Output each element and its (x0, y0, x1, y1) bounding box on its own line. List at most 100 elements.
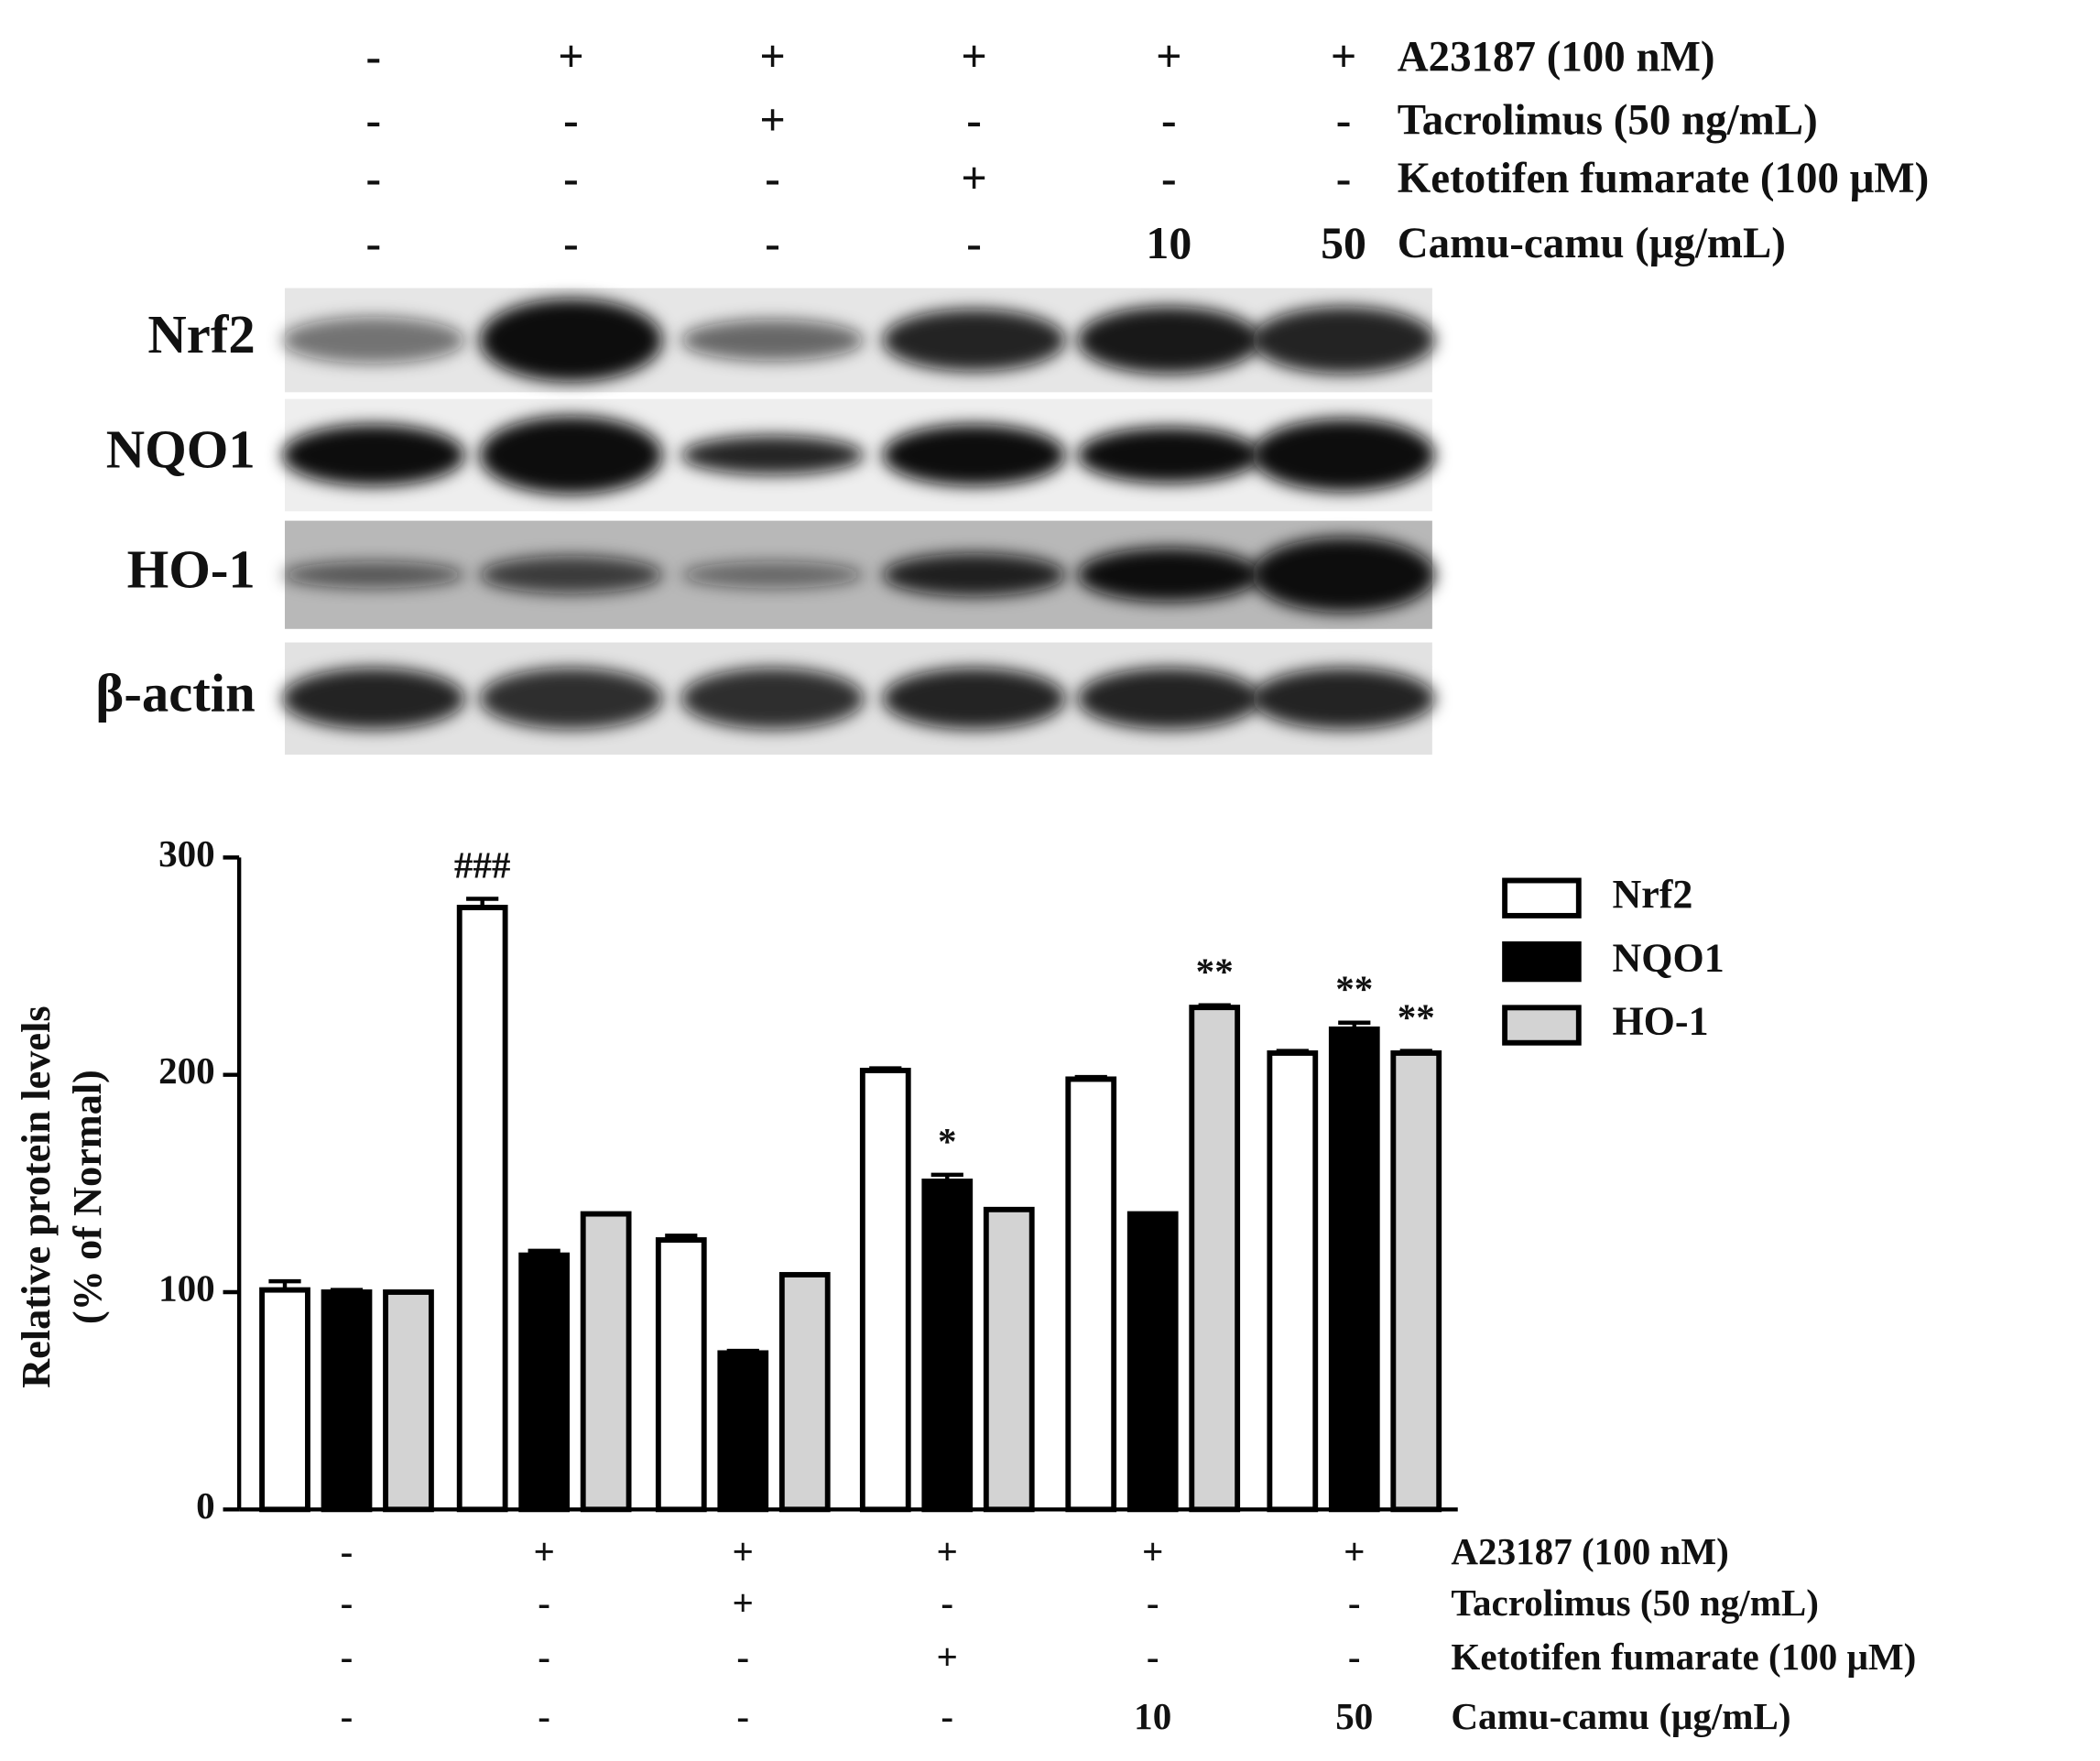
significance: ### (454, 843, 511, 886)
treatment-sign: - (366, 30, 382, 82)
treatment-sign: - (366, 93, 382, 145)
blot-band (1252, 306, 1435, 375)
bar (1189, 1005, 1241, 1513)
treatment-sign: - (1336, 152, 1352, 203)
treatment-label: Camu-camu (μg/mL) (1451, 1695, 1790, 1738)
legend-swatch (1502, 940, 1582, 983)
legend-label: HO-1 (1612, 999, 1708, 1044)
treatment-label: A23187 (100 nM) (1398, 33, 1715, 81)
bar (983, 1206, 1035, 1513)
treatment-sign: + (533, 1530, 554, 1572)
blot-band (680, 319, 865, 362)
treatment-sign: + (961, 30, 986, 82)
treatment-sign: - (966, 93, 982, 145)
bar (1065, 1076, 1117, 1513)
treatment-sign: - (1348, 1636, 1361, 1678)
y-tick-label: 0 (196, 1484, 215, 1527)
treatment-label: A23187 (100 nM) (1451, 1530, 1728, 1573)
treatment-sign: - (341, 1530, 354, 1572)
treatment-sign: - (736, 1636, 749, 1678)
blot-label: β-actin (95, 663, 255, 723)
bar (1267, 1050, 1319, 1513)
bar (1126, 1211, 1179, 1513)
treatment-sign: - (563, 217, 579, 268)
treatment-label: Tacrolimus (50 ng/mL) (1398, 97, 1818, 145)
treatment-sign: 50 (1321, 217, 1366, 268)
treatment-sign: - (366, 152, 382, 203)
treatment-label: Ketotifen fumarate (100 μM) (1451, 1636, 1916, 1679)
blot-band (282, 560, 465, 589)
significance: * (938, 1120, 957, 1162)
treatment-sign: + (1142, 1530, 1163, 1572)
treatment-sign: - (538, 1636, 550, 1678)
blot-band (479, 416, 663, 495)
treatment-sign: - (1348, 1582, 1361, 1624)
bar (1328, 1026, 1380, 1513)
bar (921, 1179, 974, 1513)
y-tick-label: 300 (158, 832, 215, 875)
legend-label: Nrf2 (1612, 872, 1692, 917)
blot-band (479, 668, 663, 730)
treatment-sign: - (341, 1582, 354, 1624)
treatment-sign: - (1161, 152, 1177, 203)
treatment-sign: 10 (1134, 1695, 1171, 1737)
treatment-sign: - (1147, 1636, 1159, 1678)
bar (580, 1211, 632, 1513)
blot-band (282, 424, 465, 486)
treatment-sign: + (937, 1530, 958, 1572)
blot-band (1252, 537, 1435, 614)
treatment-sign: - (966, 217, 982, 268)
bar (717, 1350, 769, 1513)
blot-band (882, 553, 1066, 597)
treatment-sign: - (765, 152, 780, 203)
treatment-sign: + (759, 30, 785, 82)
treatment-sign: - (341, 1695, 354, 1737)
significance: ** (1335, 968, 1373, 1010)
significance: ** (1398, 995, 1435, 1038)
bar (259, 1287, 310, 1513)
treatment-sign: - (736, 1695, 749, 1737)
treatment-sign: - (941, 1582, 953, 1624)
treatment-sign: - (538, 1695, 550, 1737)
treatment-label: Camu-camu (μg/mL) (1398, 220, 1786, 267)
blot-band (479, 556, 663, 594)
y-tick-label: 100 (158, 1266, 215, 1309)
treatment-sign: + (1344, 1530, 1365, 1572)
blot-band (882, 668, 1066, 730)
significance: ** (1196, 951, 1234, 993)
bar (778, 1272, 831, 1513)
legend-label: NQO1 (1612, 935, 1724, 980)
blot-band (1077, 668, 1261, 730)
blot-band (1077, 548, 1261, 603)
treatment-label: Ketotifen fumarate (100 μM) (1398, 155, 1930, 202)
blot-band (282, 316, 465, 364)
treatment-sign: - (1336, 93, 1352, 145)
bar (456, 905, 508, 1513)
treatment-sign: 10 (1146, 217, 1191, 268)
treatment-sign: + (558, 30, 583, 82)
treatment-sign: - (765, 217, 780, 268)
bar (859, 1067, 911, 1513)
bar (383, 1289, 434, 1513)
treatment-sign: + (733, 1530, 754, 1572)
treatment-sign: + (1156, 30, 1181, 82)
bar (655, 1237, 707, 1513)
treatment-sign: + (733, 1582, 754, 1624)
bar (321, 1289, 373, 1513)
y-axis-title: (% of Normal) (65, 1070, 110, 1324)
treatment-sign: - (341, 1636, 354, 1678)
blot-band (1077, 306, 1261, 375)
blot-band (680, 435, 865, 475)
blot-band (282, 668, 465, 730)
blot-band (1252, 419, 1435, 492)
legend-swatch (1502, 877, 1582, 919)
treatment-sign: - (538, 1582, 550, 1624)
treatment-sign: + (759, 93, 785, 145)
treatment-sign: 50 (1335, 1695, 1373, 1737)
treatment-sign: + (1331, 30, 1356, 82)
treatment-sign: + (937, 1636, 958, 1678)
treatment-sign: + (961, 152, 986, 203)
blot-band (882, 309, 1066, 372)
blot-band (680, 560, 865, 589)
